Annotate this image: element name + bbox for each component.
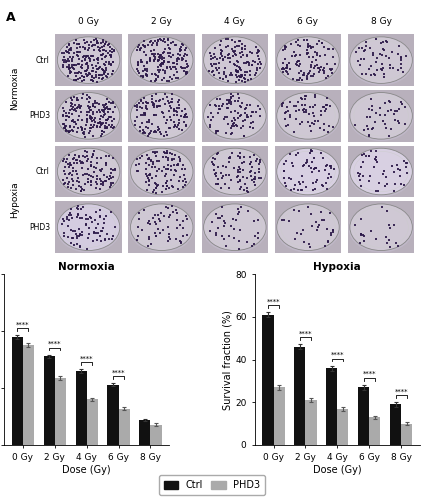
- Bar: [305, 400, 317, 445]
- Title: Normoxia: Normoxia: [59, 262, 115, 272]
- Text: 6 Gy: 6 Gy: [298, 16, 318, 26]
- Bar: [369, 418, 380, 445]
- Text: PHD3: PHD3: [29, 222, 50, 232]
- Text: ****: ****: [80, 356, 93, 362]
- Bar: [358, 388, 369, 445]
- Bar: [401, 424, 412, 445]
- Text: Normoxia: Normoxia: [10, 66, 19, 110]
- Bar: [262, 315, 273, 445]
- Text: 4 Gy: 4 Gy: [224, 16, 245, 26]
- Text: 2 Gy: 2 Gy: [151, 16, 172, 26]
- Bar: [86, 400, 98, 445]
- Y-axis label: Survival fraction (%): Survival fraction (%): [222, 310, 232, 410]
- Text: A: A: [6, 11, 16, 24]
- Bar: [151, 424, 162, 445]
- Text: ****: ****: [394, 388, 408, 394]
- X-axis label: Dose (Gy): Dose (Gy): [62, 465, 111, 475]
- Bar: [326, 368, 338, 445]
- Bar: [119, 408, 130, 445]
- Text: ****: ****: [267, 298, 280, 304]
- Title: Hypoxia: Hypoxia: [313, 262, 361, 272]
- X-axis label: Dose (Gy): Dose (Gy): [313, 465, 362, 475]
- Text: ****: ****: [48, 341, 61, 347]
- Bar: [390, 404, 401, 445]
- Text: ****: ****: [16, 322, 30, 328]
- Legend: Ctrl, PHD3: Ctrl, PHD3: [159, 476, 265, 495]
- Bar: [338, 408, 349, 445]
- Bar: [294, 347, 305, 445]
- Bar: [12, 337, 23, 445]
- Bar: [44, 356, 55, 445]
- Bar: [23, 345, 34, 445]
- Text: 8 Gy: 8 Gy: [371, 16, 392, 26]
- Text: 0 Gy: 0 Gy: [78, 16, 99, 26]
- Bar: [107, 384, 119, 445]
- Text: Ctrl: Ctrl: [36, 56, 50, 64]
- Text: ****: ****: [331, 352, 344, 358]
- Bar: [139, 420, 151, 445]
- Text: ****: ****: [363, 371, 376, 377]
- Bar: [75, 371, 86, 445]
- Text: ****: ****: [298, 330, 312, 336]
- Bar: [273, 388, 285, 445]
- Text: Hypoxia: Hypoxia: [10, 181, 19, 218]
- Text: ****: ****: [112, 370, 126, 376]
- Text: PHD3: PHD3: [29, 112, 50, 120]
- Text: Ctrl: Ctrl: [36, 167, 50, 176]
- Bar: [55, 378, 66, 445]
